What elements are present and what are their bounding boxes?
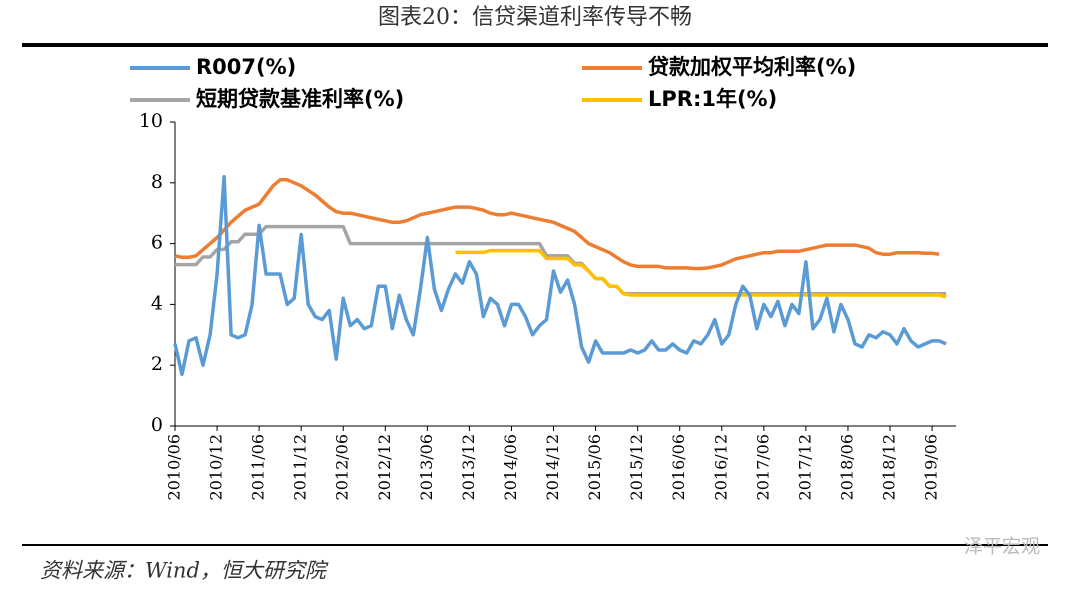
series-line (455, 248, 947, 299)
x-tick-label: 2011/12 (291, 434, 310, 500)
x-tick-label: 2010/12 (207, 434, 226, 500)
chart-title: 图表20：信贷渠道利率传导不畅 (378, 5, 692, 30)
y-tick-label: 10 (139, 110, 163, 132)
series-line (174, 178, 940, 271)
watermark: 泽平宏观 (964, 536, 1040, 558)
x-tick-label: 2017/06 (753, 434, 772, 500)
x-tick-label: 2018/12 (880, 434, 899, 500)
x-tick-label: 2016/12 (711, 434, 730, 500)
y-tick-label: 6 (151, 232, 163, 254)
title-rule (22, 43, 1048, 47)
plot-area: 0 2 4 6 8 10 2010/06 2010/12 2011/06 2011/12 2012/… (139, 110, 957, 500)
y-tick-label: 2 (151, 353, 163, 375)
x-tick-label: 2013/12 (459, 434, 478, 500)
x-tick-label: 2019/06 (922, 434, 941, 500)
x-tick-label: 2018/06 (837, 434, 856, 500)
legend-label: LPR:1年(%) (648, 87, 777, 111)
x-tick-label: 2010/06 (165, 434, 184, 500)
x-tick-label: 2011/06 (249, 434, 268, 500)
x-tick-label: 2012/12 (375, 434, 394, 500)
x-tick-label: 2012/06 (333, 434, 352, 500)
legend-label: 短期贷款基准利率(%) (196, 87, 404, 111)
source-rule (22, 544, 1048, 546)
series-line (173, 174, 947, 377)
x-tick-label: 2016/06 (669, 434, 688, 500)
x-tick-label: 2015/12 (627, 434, 646, 500)
x-tick-label: 2014/06 (501, 434, 520, 500)
y-tick-label: 4 (151, 292, 163, 314)
y-tick-label: 8 (151, 171, 163, 193)
legend-label: 贷款加权平均利率(%) (648, 55, 856, 79)
legend-label: R007(%) (196, 55, 296, 79)
source-note: 资料来源：Wind，恒大研究院 (40, 559, 329, 583)
x-tick-label: 2014/12 (543, 434, 562, 500)
x-tick-label: 2015/06 (585, 434, 604, 500)
x-tick-label: 2013/06 (417, 434, 436, 500)
x-tick-label: 2017/12 (795, 434, 814, 500)
y-tick-label: 0 (151, 414, 163, 436)
